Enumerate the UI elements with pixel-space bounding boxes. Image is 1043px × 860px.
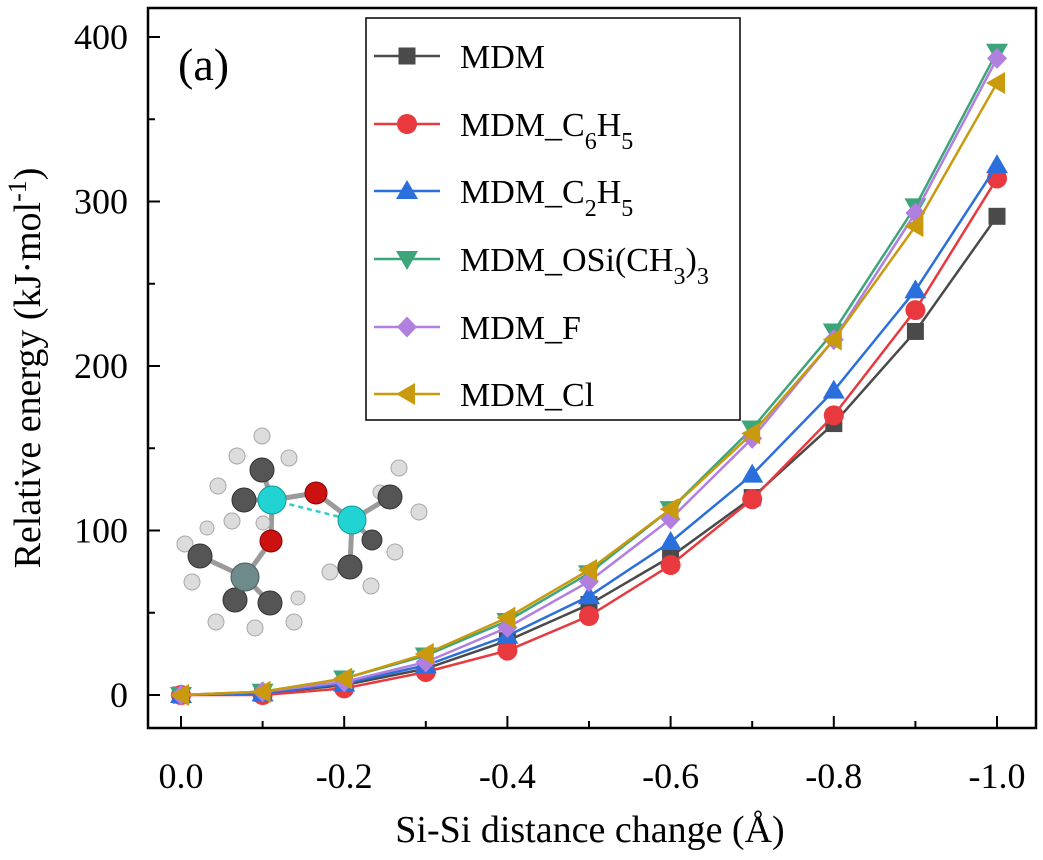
molecule-illustration: [176, 427, 428, 637]
legend-marker: [398, 47, 416, 65]
legend-label: MDM_C6H5: [460, 107, 633, 155]
legend-label: MDM_Cl: [460, 377, 594, 414]
data-point: [987, 47, 1007, 69]
data-point: [414, 642, 434, 665]
data-point: [822, 328, 842, 351]
y-axis-title-superscript: -1: [3, 180, 32, 202]
data-point: [659, 531, 682, 551]
legend-entry: MDM_C2H5: [374, 174, 633, 222]
legend-label: MDM_F: [460, 310, 581, 347]
data-point: [986, 72, 1005, 95]
legend-label: MDM_C2H5: [460, 174, 633, 222]
data-point: [497, 617, 518, 639]
data-point: [741, 422, 761, 445]
data-point: [579, 606, 599, 627]
y-tick-label: 300: [74, 182, 128, 222]
legend-label: MDM: [460, 39, 545, 76]
x-tick-label: -0.6: [642, 756, 699, 796]
data-point: [496, 606, 516, 629]
data-point: [578, 585, 600, 605]
y-tick-label: 0: [110, 675, 128, 715]
y-tick-label: 100: [74, 511, 128, 551]
data-point: [823, 405, 844, 426]
data-point: [904, 215, 924, 238]
x-axis: 0.0 -0.2 -0.4 -0.6 -0.8 -1.0: [159, 716, 1026, 796]
x-tick-label: -0.4: [479, 756, 536, 796]
x-tick-label: -0.2: [316, 756, 373, 796]
data-point: [822, 379, 845, 399]
data-point: [742, 489, 763, 510]
legend-entry: MDM_OSi(CH3)3: [374, 242, 709, 290]
data-point: [988, 207, 1006, 225]
data-point: [497, 640, 518, 661]
data-point: [659, 498, 679, 521]
series-layer: [170, 43, 1008, 706]
legend-entry: MDM_C6H5: [374, 107, 633, 155]
x-tick-label: -1.0: [969, 756, 1026, 796]
legend-entry: MDM_Cl: [374, 377, 594, 414]
data-point: [906, 322, 924, 340]
y-axis-title: Relative energy (kJ·mol-1): [3, 168, 50, 569]
plot-frame: [146, 6, 1038, 730]
data-point: [986, 154, 1008, 174]
data-point: [660, 555, 681, 576]
legend-entry: MDM_F: [374, 310, 581, 347]
legend-marker: [397, 114, 417, 134]
data-point: [170, 684, 189, 706]
x-tick-label: 0.0: [159, 756, 204, 796]
x-tick-label: -0.8: [805, 756, 862, 796]
legend-marker: [396, 251, 418, 270]
y-tick-label: 400: [74, 17, 128, 57]
legend-marker: [396, 383, 415, 405]
legend-entry: MDM: [374, 39, 545, 76]
legend-marker: [397, 316, 417, 338]
data-point: [905, 300, 926, 321]
series-5: [170, 72, 1005, 706]
y-tick-label: 200: [74, 346, 128, 386]
legend-label: MDM_OSi(CH3)3: [460, 242, 709, 290]
data-point: [741, 463, 764, 483]
data-point: [904, 279, 927, 299]
legend-marker: [396, 180, 418, 199]
data-point: [333, 667, 353, 690]
data-point: [251, 680, 271, 703]
legend: MDM MDM_C6H5 MDM_C2H5 MDM_OSi(CH3)3 MDM_F MDM…: [374, 39, 709, 414]
legend-box: [365, 17, 741, 421]
data-point: [578, 558, 597, 581]
x-axis-title: Si-Si distance change (Å): [395, 809, 784, 851]
y-axis: 0 100 200 300 400: [74, 17, 160, 715]
panel-label: (a): [178, 39, 229, 90]
